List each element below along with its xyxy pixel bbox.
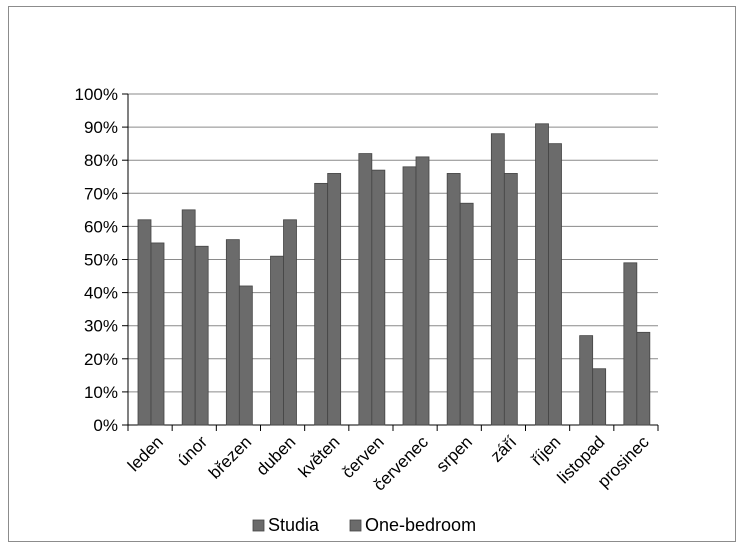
y-tick-label: 90%: [84, 118, 118, 137]
category-label: březen: [205, 432, 255, 482]
bar-one-bedroom-5: [371, 169, 386, 426]
y-tick-label: 40%: [84, 284, 118, 303]
bar-studia-0: [137, 219, 152, 426]
legend-label-one-bedroom: One-bedroom: [365, 515, 476, 535]
legend-swatch-one-bedroom: [349, 519, 362, 532]
category-label: říjen: [528, 432, 565, 469]
bar-one-bedroom-0: [150, 242, 165, 426]
bar-studia-3: [270, 255, 284, 426]
y-tick-label: 50%: [84, 251, 118, 270]
bar-studia-7: [446, 173, 461, 426]
bar-studia-8: [490, 133, 505, 426]
category-label: květen: [295, 432, 344, 481]
y-tick-label: 20%: [84, 350, 118, 369]
bar-studia-9: [535, 123, 549, 426]
bar-studia-4: [314, 182, 329, 426]
bar-one-bedroom-4: [327, 173, 342, 426]
category-label: leden: [124, 432, 167, 475]
y-tick-label: 10%: [84, 383, 118, 402]
y-tick-label: 30%: [84, 317, 118, 336]
category-label: duben: [253, 432, 300, 479]
y-tick-label: 100%: [75, 85, 118, 104]
bar-studia-6: [402, 166, 417, 426]
y-tick-label: 0%: [93, 416, 118, 435]
bar-one-bedroom-8: [503, 173, 518, 426]
bar-studia-1: [181, 209, 196, 426]
bar-one-bedroom-10: [592, 368, 607, 426]
bar-studia-11: [623, 262, 638, 426]
bar-one-bedroom-6: [415, 156, 430, 426]
bar-one-bedroom-1: [194, 245, 209, 426]
bar-one-bedroom-11: [636, 331, 651, 426]
legend-swatch-studia: [252, 519, 265, 532]
y-tick-label: 80%: [84, 151, 118, 170]
category-label: září: [487, 432, 521, 466]
bar-studia-5: [358, 153, 373, 426]
bar-one-bedroom-7: [459, 202, 474, 426]
y-tick-label: 60%: [84, 217, 118, 236]
bar-one-bedroom-9: [548, 143, 562, 426]
bar-studia-2: [225, 239, 240, 426]
category-label: srpen: [433, 432, 477, 476]
bar-one-bedroom-3: [283, 219, 297, 426]
category-label: únor: [174, 432, 212, 470]
y-tick-label: 70%: [84, 184, 118, 203]
bar-one-bedroom-2: [238, 285, 253, 426]
bar-studia-10: [579, 335, 594, 426]
legend-label-studia: Studia: [268, 515, 320, 535]
